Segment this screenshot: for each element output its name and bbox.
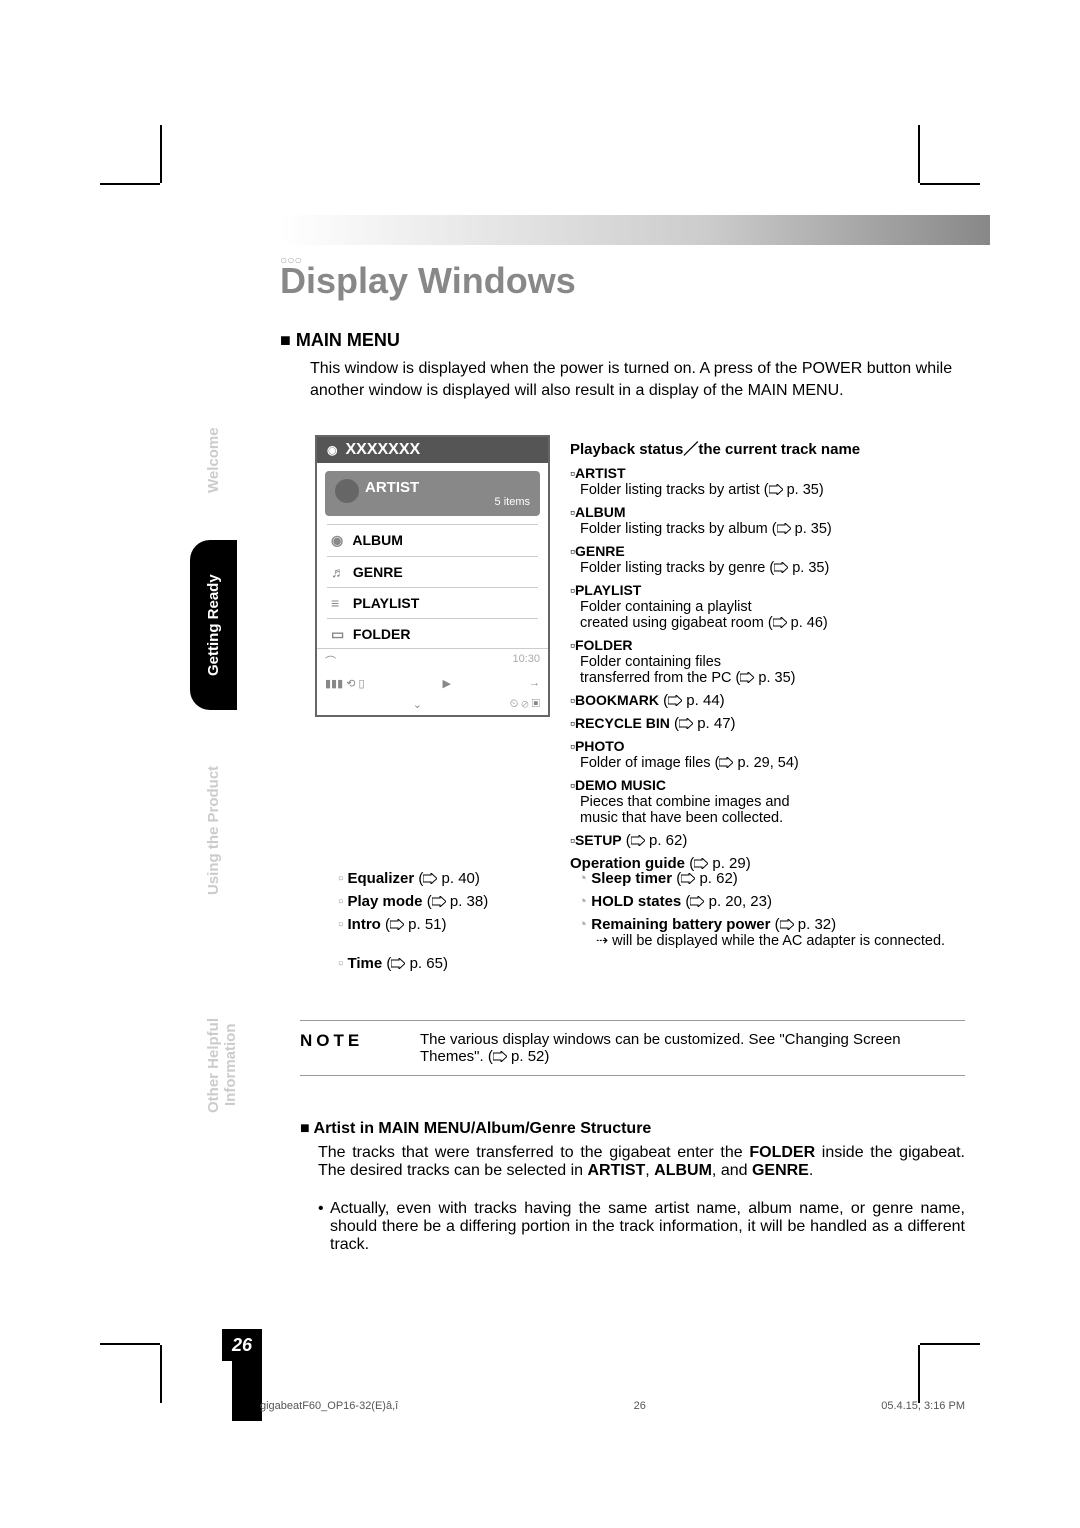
footer-meta: gigabeatF60_OP16-32(E)â,î 26 05.4.15, 3:… [260, 1400, 965, 1412]
note-tag: NOTE [300, 1031, 420, 1065]
crop-mark [920, 1343, 980, 1345]
legend-header: Playback status／the current track name [570, 438, 965, 459]
page-number: 26 [222, 1329, 262, 1361]
tab-other-info: Other Helpful Information [190, 950, 254, 1180]
track-name: XXXXXXX [345, 441, 420, 459]
bullet-paragraph: • Actually, even with tracks having the … [318, 1200, 965, 1254]
page-title: Display Windows [280, 260, 576, 302]
battery-icon: ⏲ ⊘ ▣ [510, 698, 540, 711]
crop-mark [100, 183, 160, 185]
tab-welcome: Welcome [190, 400, 237, 520]
sub-heading: Artist in MAIN MENU/Album/Genre Structur… [300, 1120, 965, 1138]
legend-item: ▫PHOTOFolder of image files ( p. 29, 54) [570, 738, 965, 771]
subsection: Artist in MAIN MENU/Album/Genre Structur… [300, 1120, 965, 1254]
legend-item: ▫FOLDERFolder containing filestransferre… [570, 637, 965, 686]
crop-mark [100, 1343, 160, 1345]
note-box: NOTE The various display windows can be … [300, 1020, 965, 1076]
device-header: ◉ XXXXXXX [317, 437, 548, 463]
legend-item: ▫RECYCLE BIN ( p. 47) [570, 715, 965, 732]
arrow-icon [493, 1049, 507, 1060]
album-icon: ◉ [331, 532, 349, 549]
thumb-index [232, 1361, 262, 1421]
tab-getting-ready: Getting Ready [190, 540, 237, 710]
bottom-row: ▫ Equalizer ( p. 40)◔ Sleep timer ( p. 6… [338, 870, 965, 887]
intro-text: This window is displayed when the power … [310, 358, 960, 403]
legend-item: ▫PLAYLISTFolder containing a playlistcre… [570, 582, 965, 631]
sub-paragraph: The tracks that were transferred to the … [318, 1144, 965, 1180]
artist-icon [335, 479, 359, 503]
legend-item: ▫BOOKMARK ( p. 44) [570, 692, 965, 709]
disc-icon: ◉ [327, 443, 337, 457]
arrow-icon [694, 856, 708, 867]
menu-item: ▭ FOLDER [317, 621, 548, 648]
tab-using-product: Using the Product [190, 730, 237, 930]
playlist-icon: ≡ [331, 595, 349, 611]
note-text: The various display windows can be custo… [420, 1031, 965, 1065]
legend-item: ▫ARTISTFolder listing tracks by artist (… [570, 465, 965, 498]
device-controls: ▮▮▮ ⟲ ▯ ▶ → [317, 673, 548, 694]
menu-selected: ARTIST 5 items [325, 471, 540, 516]
device-status: ⌄⏲ ⊘ ▣ [317, 694, 548, 715]
legend-item: ▫SETUP ( p. 62) [570, 832, 965, 849]
menu-item: ◉ ALBUM [317, 527, 548, 554]
legend-item: ▫GENREFolder listing tracks by genre ( p… [570, 543, 965, 576]
header-gradient [280, 215, 990, 245]
side-tabs: Welcome Getting Ready Using the Product … [190, 400, 245, 1200]
legend-item: ▫DEMO MUSICPieces that combine images an… [570, 777, 965, 826]
crop-mark [920, 183, 980, 185]
section-heading: MAIN MENU [280, 330, 400, 351]
folder-icon: ▭ [331, 626, 349, 643]
legend: Playback status／the current track name ▫… [570, 438, 965, 872]
menu-item: ♬ GENRE [317, 559, 548, 585]
bottom-row: ▫ Intro ( p. 51)◔ Remaining battery powe… [338, 916, 965, 949]
bottom-legend: ▫ Equalizer ( p. 40)◔ Sleep timer ( p. 6… [338, 870, 965, 978]
bottom-row: ▫ Play mode ( p. 38)◔ HOLD states ( p. 2… [338, 893, 965, 910]
device-footer: ⌒10:30 [317, 648, 548, 673]
menu-item: ≡ PLAYLIST [317, 590, 548, 616]
crop-mark [918, 125, 920, 183]
genre-icon: ♬ [331, 564, 349, 580]
legend-item: ▫ALBUMFolder listing tracks by album ( p… [570, 504, 965, 537]
crop-mark [160, 1345, 162, 1403]
crop-mark [918, 1345, 920, 1403]
crop-mark [160, 125, 162, 183]
bottom-row: ▫ Time ( p. 65) [338, 955, 965, 972]
eq-icon: ▮▮▮ ⟲ ▯ [325, 677, 365, 690]
device-mockup: ◉ XXXXXXX ARTIST 5 items ◉ ALBUM ♬ GENRE… [315, 435, 550, 717]
